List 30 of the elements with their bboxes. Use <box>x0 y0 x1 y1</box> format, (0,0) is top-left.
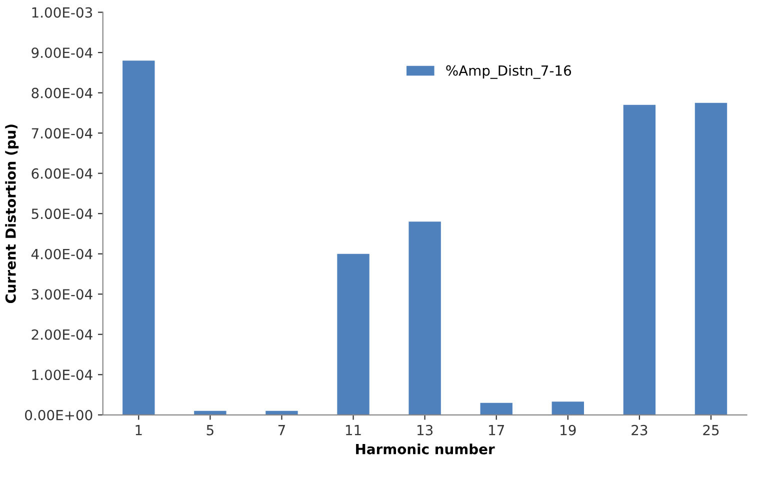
bar <box>337 254 370 415</box>
y-tick-label: 1.00E-03 <box>32 7 92 18</box>
y-tick-label: 0.00E+00 <box>25 410 92 420</box>
legend-label: %Amp_Distn_7-16 <box>446 65 572 79</box>
x-axis-title: Harmonic number <box>356 444 495 454</box>
x-tick-label: 13 <box>418 424 433 436</box>
x-tick-label: 11 <box>346 425 361 436</box>
x-tick-label: 25 <box>703 424 719 436</box>
x-tick-label: 23 <box>632 424 648 436</box>
y-tick-label: 8.00E-04 <box>32 88 92 98</box>
y-axis-title: Current Distortion (pu) <box>5 124 19 304</box>
x-tick-label: 19 <box>560 424 576 436</box>
y-tick-label: 5.00E-04 <box>32 208 92 220</box>
bar <box>623 104 656 415</box>
y-tick-label: 9.00E-04 <box>32 48 92 58</box>
bar <box>480 402 512 415</box>
bar <box>408 222 441 415</box>
y-tick-label: 3.00E-04 <box>32 289 92 300</box>
bar <box>694 102 728 415</box>
bar <box>122 60 155 415</box>
x-tick-label: 17 <box>489 425 504 436</box>
x-tick-label: 5 <box>206 425 214 436</box>
y-tick-label: 6.00E-04 <box>32 168 92 179</box>
y-tick-label: 4.00E-04 <box>31 248 92 260</box>
bar <box>552 402 584 415</box>
x-tick-label: 7 <box>278 425 285 436</box>
x-tick-label: 1 <box>136 425 142 436</box>
y-tick-label: 2.00E-04 <box>32 329 92 340</box>
y-tick-label: 7.00E-04 <box>32 128 92 139</box>
y-tick-label: 1.00E-04 <box>32 370 92 380</box>
